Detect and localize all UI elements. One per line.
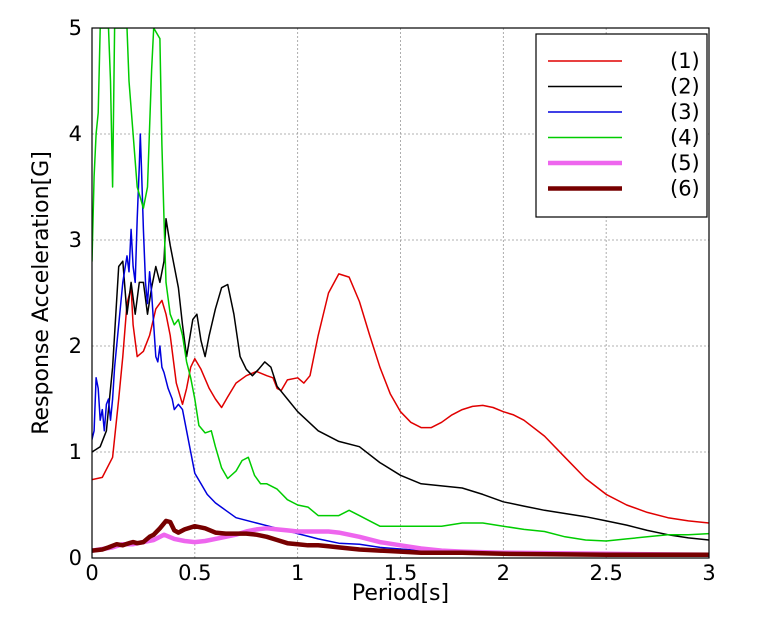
y-tick-label: 4: [69, 122, 82, 146]
series-layer: [92, 28, 709, 558]
series-line-5: [92, 526, 709, 558]
x-tick-label: 0.5: [178, 561, 211, 585]
x-tick-label: 3: [702, 561, 715, 585]
y-tick-label: 3: [69, 228, 82, 252]
legend-label-6: (6): [670, 177, 700, 201]
y-axis-label: Response Acceleration[G]: [29, 151, 54, 435]
legend-label-2: (2): [670, 75, 700, 99]
x-tick-label: 2.5: [589, 561, 622, 585]
legend-label-1: (1): [670, 49, 700, 73]
x-tick-label: 2: [497, 561, 510, 585]
x-axis-label: Period[s]: [352, 581, 449, 606]
series-line-6: [92, 518, 709, 558]
x-tick-label: 1: [291, 561, 304, 585]
y-tick-label: 2: [69, 334, 82, 358]
y-tick-label: 5: [69, 16, 82, 40]
y-tick-label: 1: [69, 440, 82, 464]
legend: (1)(2)(3)(4)(5)(6): [535, 33, 708, 218]
legend-label-3: (3): [670, 100, 700, 124]
series-line-2: [92, 218, 709, 541]
series-line-1: [92, 273, 709, 524]
tick-labels: 0 0.5 1 1.5 2 2.5 3 0 1 2 3 4 5: [69, 16, 716, 585]
plot-frame: [91, 27, 710, 559]
x-tick-label: 0: [85, 561, 98, 585]
x-tick-label: 1.5: [384, 561, 417, 585]
legend-label-4: (4): [670, 126, 700, 150]
legend-label-5: (5): [670, 151, 700, 175]
y-tick-label: 0: [69, 546, 82, 570]
series-line-4: [92, 28, 709, 542]
